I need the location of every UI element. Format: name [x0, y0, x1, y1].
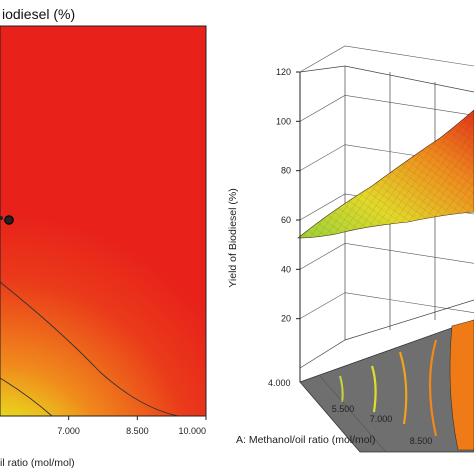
floor-grid — [299, 375, 387, 453]
design-point-marker — [0, 216, 3, 220]
response-surface-mesh — [298, 110, 474, 238]
z-tick-label: 100 — [276, 116, 291, 126]
plot-frame — [0, 25, 207, 417]
x-tick-label: 8.500 — [410, 436, 433, 446]
z-tick-label: 120 — [276, 67, 291, 77]
z-gridline — [299, 243, 474, 270]
z-tick-label: 40 — [281, 264, 291, 274]
floor-contour — [339, 375, 344, 403]
design-point-marker — [4, 215, 14, 225]
floor-contour — [428, 339, 438, 437]
surface-plot: 20 40 60 80 100 120 Yield of Biodiesel (%) 5.… — [227, 45, 474, 453]
y-tick-label: 4.000 — [268, 378, 291, 388]
contour-line — [0, 377, 53, 417]
floor-contour — [370, 365, 377, 413]
heatmap-area — [0, 26, 206, 416]
floor-contour — [398, 351, 408, 425]
z-tick-label: 60 — [281, 215, 291, 225]
chart-title: iodiesel (%) — [2, 6, 75, 22]
z-axis-label: Yield of Biodiesel (%) — [227, 188, 239, 287]
floor-contour-fill — [449, 319, 474, 451]
contour-plot: iodiesel (%) 7.000 8.500 10.000 il ratio (… — [0, 6, 207, 469]
x-tick-label: 7.000 — [370, 414, 393, 424]
x-tick-label: 10.000 — [178, 426, 206, 436]
z-gridline — [299, 45, 474, 73]
x-tick-label: 8.500 — [126, 426, 149, 436]
contour-line — [0, 281, 179, 417]
x-axis-label: A: Methanol/oil ratio (mol/mol) — [236, 434, 375, 446]
z-tick-label: 20 — [281, 314, 291, 324]
z-gridline — [299, 95, 474, 122]
x-tick-label: 5.500 — [332, 404, 355, 414]
z-gridline — [299, 292, 474, 319]
x-axis-label: il ratio (mol/mol) — [0, 457, 75, 469]
z-tick-label: 80 — [281, 166, 291, 176]
x-tick-label: 7.000 — [57, 426, 80, 436]
floor-plane — [299, 319, 474, 453]
